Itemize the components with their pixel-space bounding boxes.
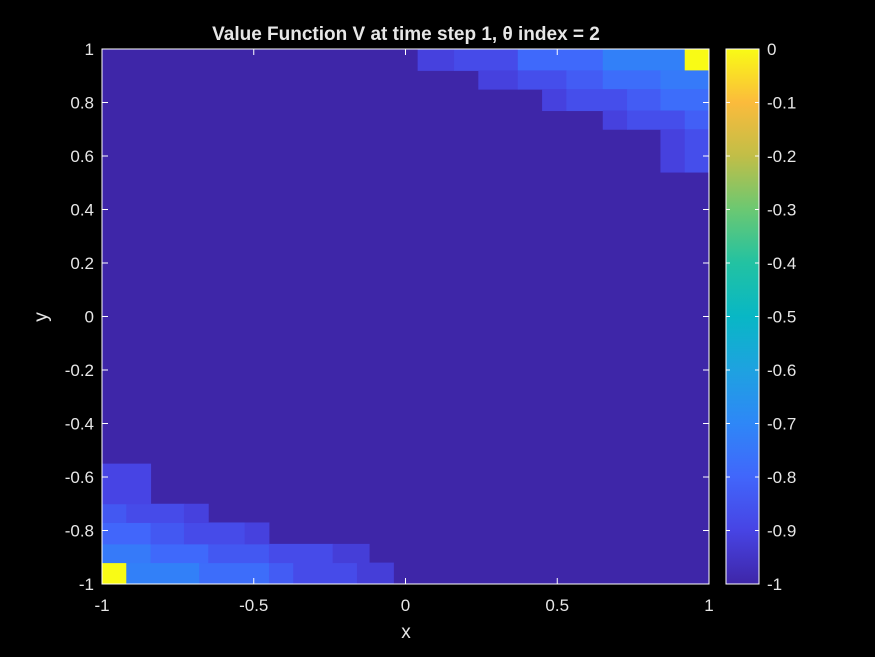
heatmap-cell xyxy=(684,49,710,71)
x-axis-label: x xyxy=(401,622,411,643)
colorbar-tick-label: -0.6 xyxy=(767,361,796,380)
heatmap-cell xyxy=(478,70,519,90)
heatmap-cell xyxy=(268,562,294,585)
y-axis-label: y xyxy=(31,312,52,322)
heatmap-cell xyxy=(660,89,710,112)
heatmap-cell xyxy=(150,543,209,564)
y-tick-label: -0.6 xyxy=(65,468,94,487)
colorbar xyxy=(725,48,760,585)
heatmap-cell xyxy=(102,503,127,523)
heatmap-cell xyxy=(684,129,710,173)
heatmap-cells xyxy=(101,48,710,585)
heatmap-cell xyxy=(208,543,270,564)
heatmap-cell xyxy=(150,522,185,545)
x-tick-label: 1 xyxy=(704,596,713,615)
heatmap-background xyxy=(102,49,709,584)
x-tick-label: -1 xyxy=(94,596,109,615)
heatmap-cell xyxy=(102,522,152,545)
y-tick-label: -1 xyxy=(79,575,94,594)
heatmap-cell xyxy=(102,562,127,585)
heatmap-cell xyxy=(627,110,686,130)
x-tick-label: 0 xyxy=(401,596,410,615)
y-tick-label: 0 xyxy=(85,308,94,327)
heatmap-cell xyxy=(102,543,152,564)
colorbar-tick-label: -0.7 xyxy=(767,415,796,434)
y-tick-label: -0.8 xyxy=(65,522,94,541)
heatmap-cell xyxy=(183,522,246,545)
colorbar-tick-label: -0.1 xyxy=(767,94,796,113)
y-tick-label: 0.6 xyxy=(70,147,94,166)
heatmap-cell xyxy=(126,503,185,523)
x-axis: -1 -0.5 0 0.5 1 xyxy=(94,49,714,615)
y-tick-label: -0.2 xyxy=(65,361,94,380)
heatmap-cell xyxy=(517,70,567,90)
heatmap-cell xyxy=(199,562,270,585)
heatmap-cell xyxy=(332,543,370,564)
heatmap-cell xyxy=(126,562,200,585)
heatmap-cell xyxy=(268,543,334,564)
heatmap-cell xyxy=(660,70,710,90)
heatmap-cell xyxy=(566,89,628,112)
heatmap-cell xyxy=(293,562,358,585)
heatmap-cell xyxy=(660,129,686,173)
y-axis: -1 -0.8 -0.6 -0.4 -0.2 0 0.2 0.4 0.6 0.8 1 xyxy=(65,40,709,594)
heatmap-cell xyxy=(684,110,710,130)
heatmap-cell xyxy=(602,49,686,71)
colorbar-tick-label: -1 xyxy=(767,575,782,594)
chart-title: Value Function V at time step 1, θ index… xyxy=(212,24,600,45)
heatmap-cell xyxy=(602,70,661,90)
heatmap-cell xyxy=(517,49,604,71)
colorbar-ticks: 0 -0.1 -0.2 -0.3 -0.4 -0.5 -0.6 -0.7 -0.8 -0.9 -1 xyxy=(726,40,796,594)
colorbar-tick-label: -0.9 xyxy=(767,522,796,541)
colorbar-tick-label: 0 xyxy=(767,40,776,59)
heatmap-cell xyxy=(566,70,604,90)
heatmap-cell xyxy=(417,49,455,71)
heatmap-cell xyxy=(542,89,567,112)
y-tick-label: 1 xyxy=(85,40,94,59)
colorbar-tick-label: -0.3 xyxy=(767,201,796,220)
x-tick-label: -0.5 xyxy=(239,596,268,615)
x-tick-label: 0.5 xyxy=(545,596,569,615)
y-tick-label: 0.8 xyxy=(70,94,94,113)
heatmap-cell xyxy=(102,463,152,505)
colorbar-tick-label: -0.2 xyxy=(767,147,796,166)
heatmap-cell xyxy=(183,503,209,523)
colorbar-tick-label: -0.5 xyxy=(767,308,796,327)
heatmap-cell xyxy=(627,89,661,112)
colorbar-tick-label: -0.4 xyxy=(767,254,796,273)
y-tick-label: -0.4 xyxy=(65,415,94,434)
heatmap-cell xyxy=(244,522,270,545)
heatmap-cell xyxy=(602,110,628,130)
y-tick-label: 0.2 xyxy=(70,254,94,273)
heatmap-cell xyxy=(356,562,394,585)
heatmap-cell xyxy=(454,49,519,71)
y-tick-label: 0.4 xyxy=(70,201,94,220)
colorbar-tick-label: -0.8 xyxy=(767,468,796,487)
